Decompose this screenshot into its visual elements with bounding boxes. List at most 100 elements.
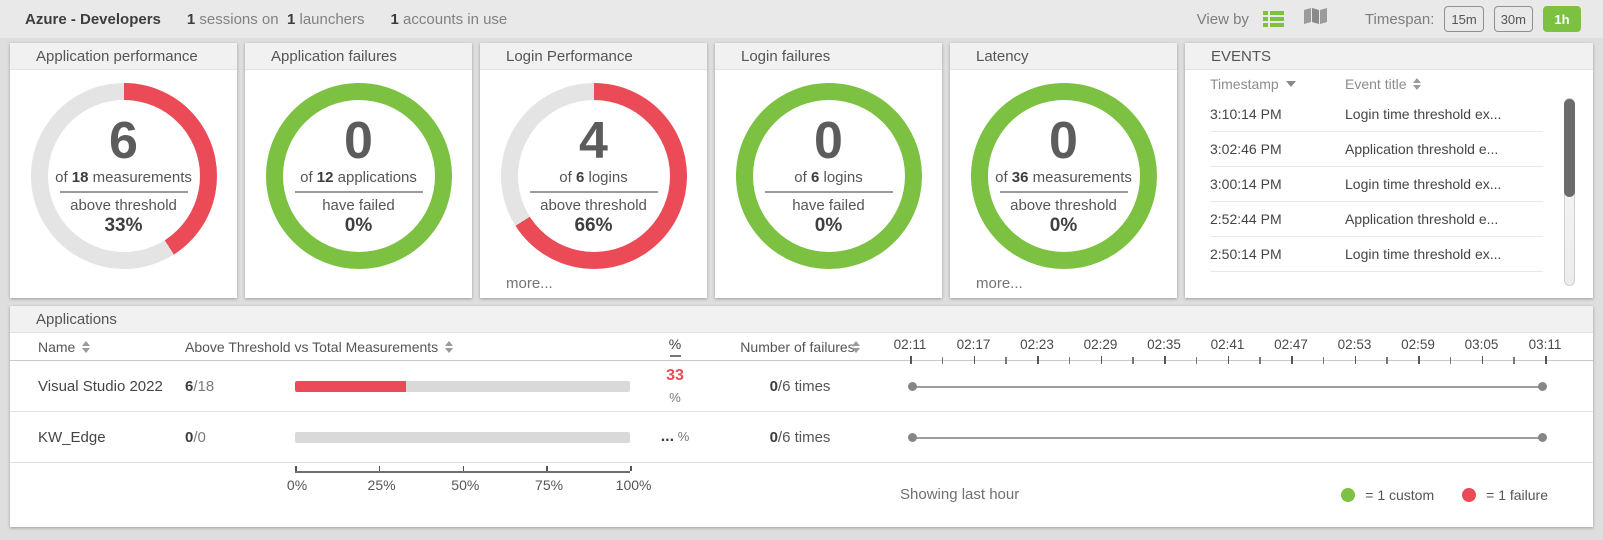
gauge-line1: of 36 measurements bbox=[995, 169, 1132, 186]
events-header-row: Timestamp Event title bbox=[1185, 70, 1593, 97]
sort-underline bbox=[669, 355, 681, 357]
legend-failure: = 1 failure bbox=[1462, 487, 1548, 503]
legend: = 1 custom = 1 failure bbox=[1341, 487, 1548, 503]
percent-column-header[interactable]: % bbox=[635, 336, 715, 357]
events-panel: EVENTS Timestamp Event title 3:10:14 PM L… bbox=[1185, 43, 1593, 298]
events-title-header[interactable]: Event title bbox=[1345, 76, 1593, 92]
card-title: Login Performance bbox=[480, 43, 707, 70]
legend-custom: = 1 custom bbox=[1341, 487, 1434, 503]
timeline-header: 02:11 02:17 02:23 02:29 02:35 02:41 02:47 02:53… bbox=[885, 333, 1593, 364]
applications-panel: Applications Name Above Threshold vs Tot… bbox=[10, 306, 1593, 527]
name-column-header[interactable]: Name bbox=[10, 339, 185, 355]
events-scrollbar[interactable] bbox=[1564, 98, 1575, 286]
card-title: Latency bbox=[950, 43, 1177, 70]
view-by-label: View by bbox=[1196, 10, 1249, 28]
timeline-start-dot bbox=[908, 433, 917, 442]
showing-note: Showing last hour bbox=[900, 486, 1020, 503]
bar-fill bbox=[295, 380, 406, 392]
failures-column-header[interactable]: Number of failures bbox=[715, 339, 885, 355]
card-login-failures: Login failures 0 of 6 logins have failed… bbox=[715, 43, 942, 298]
gauge-divider bbox=[764, 191, 893, 193]
card-login-performance: Login Performance 4 of 6 logins above th… bbox=[480, 43, 707, 298]
application-name[interactable]: KW_Edge bbox=[38, 428, 106, 446]
gauge-value: 0 bbox=[1049, 112, 1078, 170]
timespan-1h-button[interactable]: 1h bbox=[1543, 6, 1581, 32]
accounts-label: accounts in use bbox=[403, 10, 508, 28]
more-link[interactable]: more... bbox=[976, 275, 1023, 292]
timeline-start-dot bbox=[908, 382, 917, 391]
timespan-15m-button[interactable]: 15m bbox=[1444, 6, 1484, 32]
failures-cell: 0/6 times bbox=[769, 428, 831, 446]
gauges-row: Application performance 6 of 18 measurem… bbox=[10, 43, 1593, 298]
events-title: EVENTS bbox=[1185, 43, 1593, 70]
threshold-ratio: 0/0 bbox=[185, 428, 206, 446]
donut-gauge: 6 of 18 measurements above threshold 33% bbox=[30, 83, 217, 269]
threshold-ratio: 6/18 bbox=[185, 377, 215, 395]
gauge-line1: of 6 logins bbox=[559, 169, 628, 186]
launchers-count: 1 bbox=[286, 10, 296, 28]
launchers-label: launchers bbox=[299, 10, 365, 28]
more-link[interactable]: more... bbox=[506, 275, 553, 292]
card-title: Login failures bbox=[715, 43, 942, 70]
card-application-failures: Application failures 0 of 12 application… bbox=[245, 43, 472, 298]
gauge-line2: above threshold bbox=[70, 197, 177, 214]
card-title: Application failures bbox=[245, 43, 472, 70]
gauge-line2: have failed bbox=[322, 197, 395, 214]
gauge-percent: 0% bbox=[1049, 215, 1078, 236]
gauge-value: 0 bbox=[344, 112, 373, 170]
gauge-value: 4 bbox=[579, 112, 608, 170]
gauge-line1: of 6 logins bbox=[794, 169, 863, 186]
application-name[interactable]: Visual Studio 2022 bbox=[38, 377, 163, 395]
event-row[interactable]: 2:52:44 PM Application threshold e... bbox=[1210, 202, 1543, 237]
green-dot-icon bbox=[1341, 487, 1356, 502]
timespan-30m-button[interactable]: 30m bbox=[1493, 6, 1533, 32]
gauge-line2: have failed bbox=[792, 197, 865, 214]
events-timestamp-header[interactable]: Timestamp bbox=[1210, 76, 1345, 92]
donut-gauge: 4 of 6 logins above threshold 66% bbox=[500, 83, 687, 269]
gauge-percent: 33% bbox=[104, 215, 143, 236]
event-row[interactable]: 2:50:14 PM Login time threshold ex... bbox=[1210, 237, 1543, 272]
donut-gauge: 0 of 6 logins have failed 0% bbox=[735, 83, 922, 269]
gauge-value: 0 bbox=[814, 112, 843, 170]
event-row[interactable]: 3:10:14 PM Login time threshold ex... bbox=[1210, 97, 1543, 132]
applications-header-row: Name Above Threshold vs Total Measuremen… bbox=[10, 333, 1593, 364]
accounts-count: 1 bbox=[390, 10, 399, 28]
threshold-bar bbox=[295, 431, 635, 443]
sort-desc-icon bbox=[1285, 80, 1296, 87]
percent-axis: 0% 25% 50% 75% 100% bbox=[287, 466, 651, 501]
gauge-percent: 66% bbox=[574, 215, 613, 236]
list-view-icon[interactable] bbox=[1262, 11, 1284, 27]
sessions-stat: 1 sessions on 1 launchers bbox=[187, 11, 365, 28]
gauge-divider bbox=[59, 191, 188, 193]
threshold-bar bbox=[295, 380, 635, 392]
gauge-value: 6 bbox=[109, 112, 138, 170]
events-list: 3:10:14 PM Login time threshold ex... 3:0… bbox=[1210, 97, 1543, 272]
card-application-performance: Application performance 6 of 18 measurem… bbox=[10, 43, 237, 298]
timeline-row bbox=[885, 412, 1593, 462]
gauge-divider bbox=[294, 191, 423, 193]
application-row[interactable]: Visual Studio 2022 6/18 33% 0/6 times bbox=[10, 361, 1593, 412]
accounts-stat: 1 accounts in use bbox=[391, 11, 508, 28]
sessions-count: 1 bbox=[186, 10, 196, 28]
gauge-line2: above threshold bbox=[1010, 197, 1117, 214]
threshold-column-header[interactable]: Above Threshold vs Total Measurements bbox=[185, 339, 635, 355]
top-bar: Azure - Developers 1 sessions on 1 launc… bbox=[0, 0, 1603, 38]
scrollbar-thumb[interactable] bbox=[1564, 99, 1575, 197]
gauge-line1: of 12 applications bbox=[300, 169, 417, 186]
sort-icon bbox=[445, 340, 454, 353]
percent-cell: ... % bbox=[660, 428, 690, 445]
applications-footer: 0% 25% 50% 75% 100% Showing last hour = 1 cu… bbox=[10, 463, 1593, 526]
donut-gauge: 0 of 12 applications have failed 0% bbox=[265, 83, 452, 269]
event-row[interactable]: 3:02:46 PM Application threshold e... bbox=[1210, 132, 1543, 167]
donut-gauge: 0 of 36 measurements above threshold 0% bbox=[970, 83, 1157, 269]
gauge-divider bbox=[999, 191, 1128, 193]
event-row[interactable]: 3:00:14 PM Login time threshold ex... bbox=[1210, 167, 1543, 202]
timeline-row bbox=[885, 361, 1593, 411]
application-row[interactable]: KW_Edge 0/0 ... % 0/6 times bbox=[10, 412, 1593, 463]
timeline-ticks: 02:11 02:17 02:23 02:29 02:35 02:41 02:47 02:53… bbox=[894, 333, 1561, 364]
map-view-icon[interactable] bbox=[1303, 7, 1327, 31]
timeline-end-dot bbox=[1538, 433, 1547, 442]
sessions-label: sessions on bbox=[199, 10, 279, 28]
gauge-line1: of 18 measurements bbox=[55, 169, 192, 186]
